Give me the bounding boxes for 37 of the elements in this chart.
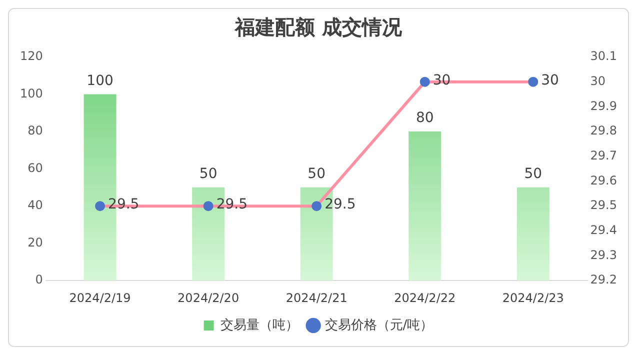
x-tick-label: 2024/2/19 (69, 290, 131, 305)
bar (408, 132, 442, 281)
y2-tick-label: 29.5 (590, 198, 617, 212)
x-tick-label: 2024/2/23 (502, 290, 564, 305)
legend-label: 交易价格（元/吨） (324, 316, 434, 333)
y-tick-label: 100 (20, 86, 43, 100)
data-label: 30 (432, 72, 451, 88)
chart-title: 福建配额 成交情况 (234, 15, 403, 40)
data-label: 29.5 (108, 196, 140, 213)
y2-tick-label: 30.1 (590, 49, 617, 64)
y2-tick-label: 29.3 (590, 248, 617, 262)
data-label: 50 (308, 166, 326, 182)
data-label: 50 (524, 166, 542, 182)
data-label: 80 (416, 110, 434, 126)
x-tick-label: 2024/2/21 (286, 290, 348, 305)
x-tick-label: 2024/2/22 (394, 290, 456, 305)
y-tick-label: 60 (28, 160, 43, 175)
y2-tick-label: 29.7 (590, 148, 617, 163)
y2-tick-label: 29.9 (590, 98, 617, 113)
bar (516, 187, 550, 281)
y2-tick-label: 30 (590, 74, 606, 88)
data-label: 29.5 (324, 196, 356, 213)
y-tick-label: 0 (35, 272, 43, 287)
y-tick-label: 120 (20, 49, 43, 64)
y-tick-label: 80 (28, 124, 43, 138)
data-label: 29.5 (216, 196, 248, 213)
y2-tick-label: 29.6 (590, 173, 617, 188)
data-label: 50 (199, 166, 218, 182)
y2-tick-label: 29.2 (590, 272, 617, 287)
y-tick-label: 40 (28, 198, 43, 212)
y2-tick-label: 29.8 (590, 124, 617, 138)
legend-label: 交易量（吨） (220, 316, 298, 333)
y-tick-label: 20 (28, 235, 43, 250)
x-tick-label: 2024/2/20 (178, 290, 240, 305)
y2-tick-label: 29.4 (590, 223, 617, 238)
data-label: 30 (541, 72, 559, 88)
data-label: 100 (86, 72, 114, 89)
